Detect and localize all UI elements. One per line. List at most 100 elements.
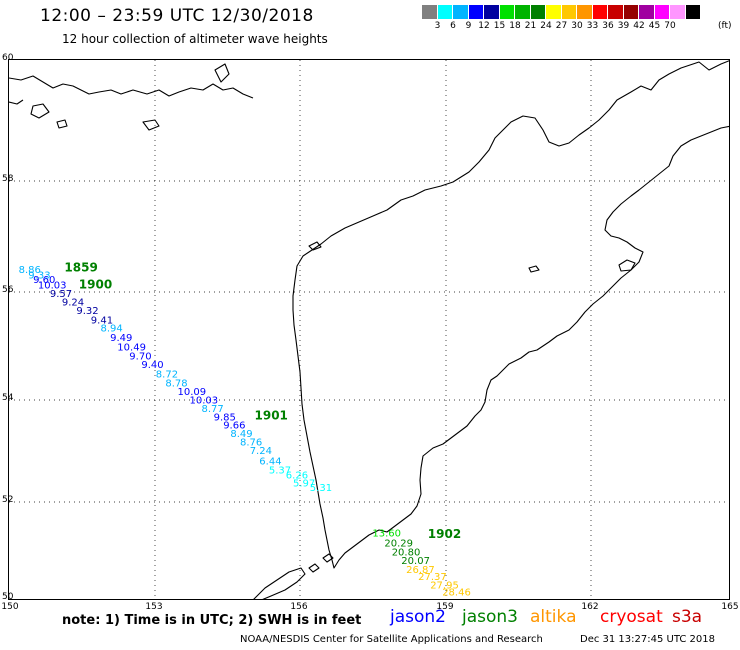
- lat-lon-grid: [9, 60, 729, 599]
- legend-swatch: [453, 5, 469, 19]
- kuril-island-3: [322, 553, 334, 563]
- legend-label: 15: [493, 21, 506, 31]
- y-tick-52: 52: [2, 495, 14, 505]
- legend-swatch: [608, 5, 624, 19]
- swh-value: 28.46: [442, 588, 471, 599]
- color-legend: 3 6 9 12 15 18 21 24 27 30 33 36 39 42 45 70: [422, 5, 701, 33]
- swh-value: 9.66: [223, 421, 245, 432]
- north-islet-c: [142, 119, 160, 131]
- legend-label: 18: [509, 21, 521, 31]
- y-tick-60: 60: [2, 53, 14, 63]
- legend-label: 70: [664, 21, 676, 31]
- north-islet-b: [56, 119, 68, 129]
- swh-value: 9.41: [91, 315, 113, 326]
- chart-subtitle: 12 hour collection of altimeter wave hei…: [62, 32, 328, 46]
- swh-value: 9.85: [214, 412, 236, 423]
- legend-label: 42: [633, 21, 645, 31]
- legend-label: 45: [648, 21, 661, 31]
- legend-swatch: [499, 5, 515, 19]
- altimeter-track-points: 8.869.339.6010.039.579.249.329.418.949.4…: [19, 265, 471, 598]
- swh-value: 8.76: [240, 437, 262, 448]
- swh-value: 9.40: [141, 360, 163, 371]
- swh-value: 9.57: [50, 289, 72, 300]
- swh-value: 8.78: [165, 379, 187, 390]
- swh-value: 27.95: [430, 581, 459, 592]
- legend-swatch: [561, 5, 577, 19]
- swh-value: 9.60: [33, 275, 55, 286]
- swh-value: 8.49: [230, 429, 252, 440]
- legend-swatch: [592, 5, 608, 19]
- legend-unit: (ft): [718, 21, 732, 31]
- legend-label: 3: [434, 21, 441, 31]
- swh-value: 27.37: [418, 572, 447, 583]
- swh-value: 8.72: [156, 369, 178, 380]
- legend-swatch: [422, 5, 438, 19]
- north-islet: [30, 103, 50, 119]
- legend-swatch: [623, 5, 639, 19]
- swh-value: 10.03: [190, 396, 219, 407]
- swh-value: 10.49: [117, 342, 146, 353]
- swh-value: 5.37: [269, 465, 291, 476]
- legend-swatches: [422, 5, 701, 19]
- swh-value: 9.33: [28, 271, 50, 282]
- legend-swatch: [515, 5, 531, 19]
- satellite-altika: altika: [530, 607, 577, 627]
- swh-value: 9.70: [129, 352, 151, 363]
- swh-value: 5.97: [293, 479, 315, 490]
- x-tick-162: 162: [581, 602, 599, 612]
- legend-swatch: [484, 5, 500, 19]
- swh-value: 9.24: [62, 298, 84, 309]
- legend-swatch: [654, 5, 670, 19]
- credit-line: NOAA/NESDIS Center for Satellite Applica…: [240, 634, 543, 645]
- legend-swatch: [685, 5, 701, 19]
- swh-value: 5.31: [310, 483, 332, 494]
- y-tick-56: 56: [2, 285, 14, 295]
- legend-label: 21: [524, 21, 537, 31]
- time-label: 1900: [79, 278, 112, 292]
- legend-swatch: [437, 5, 453, 19]
- x-tick-156: 156: [290, 602, 308, 612]
- swh-value: 10.09: [178, 387, 207, 398]
- swh-value: 20.80: [392, 548, 421, 559]
- legend-label: 33: [586, 21, 599, 31]
- footer-note: note: 1) Time is in UTC; 2) SWH is in fe…: [62, 613, 362, 628]
- satellite-s3a: s3a: [672, 607, 703, 627]
- legend-label: 39: [617, 21, 630, 31]
- chart-title: 12:00 – 23:59 UTC 12/30/2018: [40, 6, 314, 26]
- legend-swatch: [468, 5, 484, 19]
- swh-value: 8.86: [19, 265, 41, 276]
- swh-value: 13.60: [372, 529, 401, 540]
- time-label: 1902: [428, 527, 461, 541]
- legend-swatch: [639, 5, 655, 19]
- shantar-shore: [9, 99, 24, 105]
- east-gulf-islet: [618, 259, 636, 272]
- swh-value: 20.29: [384, 539, 413, 550]
- legend-swatch: [577, 5, 593, 19]
- swh-value: 6.44: [259, 456, 281, 467]
- kamchatka-west-coast: [292, 60, 729, 569]
- legend-label: 24: [540, 21, 552, 31]
- kuril-island-2: [308, 563, 320, 573]
- legend-swatch: [546, 5, 562, 19]
- legend-label: 30: [571, 21, 583, 31]
- swh-value: 26.87: [406, 565, 435, 576]
- small-island-a: [528, 265, 540, 273]
- satellite-jason3: jason3: [462, 607, 518, 627]
- swh-value: 9.49: [110, 333, 132, 344]
- y-tick-54: 54: [2, 393, 14, 403]
- x-tick-159: 159: [436, 602, 454, 612]
- legend-labels: 3 6 9 12 15 18 21 24 27 30 33 36 39 42 45 70: [422, 19, 701, 33]
- map-frame: 8.86 9.33 9.60 10.03 9.57 9.24 9.32 9.41 8.94 9.4…: [8, 59, 730, 600]
- swh-value: 6.26: [286, 471, 308, 482]
- north-peninsula: [214, 63, 230, 83]
- small-island-b: [308, 241, 322, 251]
- swh-value: 8.77: [202, 404, 224, 415]
- legend-label: 36: [602, 21, 614, 31]
- kuril-island-1: [253, 567, 306, 599]
- swh-value: 7.24: [250, 446, 272, 457]
- time-label: 1901: [255, 408, 288, 422]
- time-label: 1859: [64, 261, 97, 275]
- coastline: [9, 60, 729, 599]
- swh-value: 20.07: [401, 556, 430, 567]
- swh-value: 9.32: [76, 306, 98, 317]
